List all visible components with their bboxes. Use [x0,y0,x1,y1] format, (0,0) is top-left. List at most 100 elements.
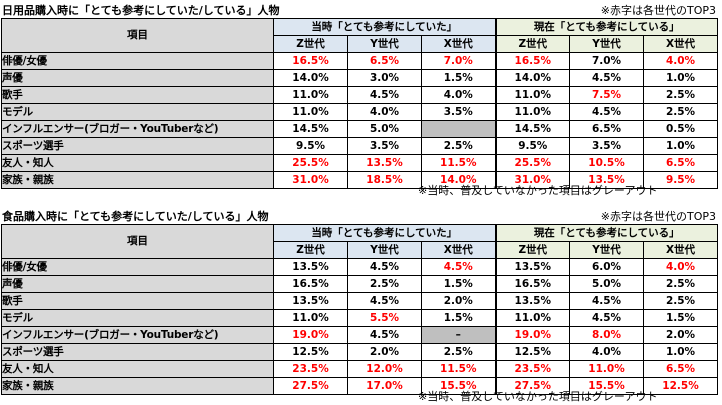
generation-header: Z世代 [494,241,570,259]
value-cell: 4.5% [421,258,496,276]
value-cell: 1.0% [643,69,718,87]
daily-goods-section: 日用品購入時に「とても参考にしていた/している」人物 ※赤字は各世代のTOP3 … [0,2,722,198]
daily-goods-table: 項目 当時「とても参考にしていた」 現在「とても参考にしている」 Z世代 Y世代 X世代 Z… [1,18,718,189]
row-label: 俳優/女優 [1,258,274,276]
value-cell: 11.5% [421,154,496,172]
value-cell: 16.5% [273,275,348,293]
value-cell: 5.5% [347,309,422,327]
group-header-now: 現在「とても参考にしている」 [494,224,718,242]
value-cell: 5.0% [347,120,422,138]
value-cell: 12.0% [347,360,422,378]
table-body: 項目 当時「とても参考にしていた」 現在「とても参考にしている」 Z世代 Y世代 X世代 Z… [1,224,718,395]
value-cell: 7.0% [569,52,644,70]
value-cell: 2.5% [421,137,496,155]
generation-header: Y世代 [347,35,422,53]
table-row: スポーツ選手 12.5% 2.0% 2.5% 12.5% 4.0% 1.0% [1,343,718,361]
value-cell: 2.5% [643,275,718,293]
row-label: モデル [1,103,274,121]
value-cell: 1.5% [421,309,496,327]
row-label: 友人・知人 [1,154,274,172]
grayout-footnote: ※当時、普及していなかった項目はグレーアウト [418,390,658,403]
value-cell: 7.5% [569,86,644,104]
value-cell: 14.0% [421,171,496,189]
generation-header: Z世代 [273,35,348,53]
table-row: 俳優/女優 16.5% 6.5% 7.0% 16.5% 7.0% 4.0% [1,52,718,70]
table-row: 家族・親族 27.5% 17.0% 15.5% 27.5% 15.5% 12.5% [1,377,718,395]
top3-note: ※赤字は各世代のTOP3 [600,210,716,223]
grayout-footnote: ※当時、普及していなかった項目はグレーアウト [418,184,658,197]
food-table: 項目 当時「とても参考にしていた」 現在「とても参考にしている」 Z世代 Y世代 X世代 Z… [1,224,718,395]
value-cell: 11.5% [421,360,496,378]
value-cell: 14.0% [273,69,348,87]
value-cell: 13.5% [494,258,570,276]
value-cell: 25.5% [494,154,570,172]
value-cell: 11.0% [494,103,570,121]
food-section: 食品購入時に「とても参考にしていた/している」人物 ※赤字は各世代のTOP3 項… [0,208,722,404]
value-cell: 6.5% [643,360,718,378]
value-cell: 11.0% [273,309,348,327]
value-cell: 31.0% [494,171,570,189]
value-cell: 4.5% [569,103,644,121]
value-cell: 14.5% [273,120,348,138]
value-cell: 3.5% [347,137,422,155]
generation-header: X世代 [421,241,496,259]
value-cell: 23.5% [273,360,348,378]
value-cell: 19.0% [494,326,570,344]
section-title: 食品購入時に「とても参考にしていた/している」人物 [2,210,269,223]
table-row: 声優 14.0% 3.0% 1.5% 14.0% 4.5% 1.0% [1,69,718,87]
table-row: 俳優/女優 13.5% 4.5% 4.5% 13.5% 6.0% 4.0% [1,258,718,276]
value-cell: 13.5% [569,171,644,189]
value-cell: 4.5% [347,326,422,344]
value-cell: 11.0% [569,360,644,378]
value-cell: 9.5% [494,137,570,155]
row-label: 俳優/女優 [1,52,274,70]
value-cell: 4.0% [347,103,422,121]
value-cell: 6.5% [643,154,718,172]
value-cell: 3.5% [421,103,496,121]
value-cell: 8.0% [569,326,644,344]
value-cell: 11.0% [494,86,570,104]
value-cell: 1.5% [421,275,496,293]
generation-header: Y世代 [347,241,422,259]
value-cell: 13.5% [494,292,570,310]
value-cell: 1.0% [643,137,718,155]
value-cell: 3.0% [347,69,422,87]
value-cell: 12.5% [273,343,348,361]
value-cell: 27.5% [273,377,348,395]
row-label: スポーツ選手 [1,343,274,361]
na-cell [421,120,496,138]
value-cell: 16.5% [494,275,570,293]
generation-header: X世代 [643,241,718,259]
table-row: 声優 16.5% 2.5% 1.5% 16.5% 5.0% 2.5% [1,275,718,293]
value-cell: 12.5% [643,377,718,395]
value-cell: 4.5% [347,292,422,310]
row-label: 家族・親族 [1,377,274,395]
category-header: 項目 [1,18,274,53]
value-cell: 7.0% [421,52,496,70]
table-row: スポーツ選手 9.5% 3.5% 2.5% 9.5% 3.5% 1.0% [1,137,718,155]
value-cell: 12.5% [494,343,570,361]
value-cell: 1.0% [643,343,718,361]
row-label: 歌手 [1,86,274,104]
header-row-generations: Z世代 Y世代 X世代 Z世代 Y世代 X世代 [2,35,718,53]
value-cell: 1.5% [421,69,496,87]
generation-header: Z世代 [273,241,348,259]
table-row: 家族・親族 31.0% 18.5% 14.0% 31.0% 13.5% 9.5% [1,171,718,189]
generation-header: Y世代 [569,241,644,259]
value-cell: 4.5% [347,86,422,104]
category-header: 項目 [1,224,274,259]
value-cell: 4.5% [569,292,644,310]
value-cell: 18.5% [347,171,422,189]
na-cell: – [421,326,496,344]
value-cell: 13.5% [347,154,422,172]
row-label: インフルエンサー(ブロガー・YouTuberなど) [1,326,274,344]
value-cell: 4.5% [569,69,644,87]
value-cell: 2.5% [421,343,496,361]
value-cell: 2.5% [643,103,718,121]
value-cell: 4.0% [643,52,718,70]
value-cell: 17.0% [347,377,422,395]
row-label: モデル [1,309,274,327]
group-header-then: 当時「とても参考にしていた」 [273,18,496,36]
value-cell: 14.0% [494,69,570,87]
value-cell: 1.5% [643,309,718,327]
